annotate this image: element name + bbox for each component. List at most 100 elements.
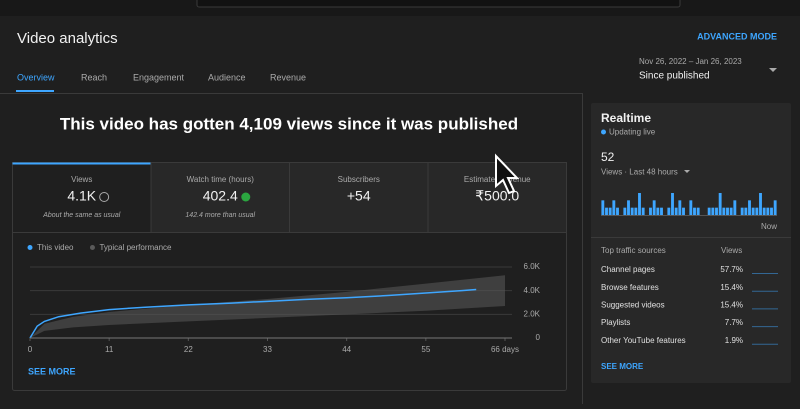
page-title: Video analytics xyxy=(17,30,118,47)
traffic-share: 7.7% xyxy=(725,318,743,327)
traffic-share: 15.4% xyxy=(720,283,743,292)
metric-tab[interactable] xyxy=(289,162,429,233)
legend-swatch xyxy=(27,245,33,250)
y-tick-label: 4.0K xyxy=(524,286,541,295)
y-tick-label: 0 xyxy=(536,333,541,342)
realtime-bar xyxy=(656,207,660,215)
x-tick-label: 44 xyxy=(342,345,351,354)
dropdown-arrow[interactable] xyxy=(769,68,777,72)
metric-label: Watch time (hours) xyxy=(187,175,255,184)
realtime-bar xyxy=(766,207,770,215)
metric-value: 4.1K xyxy=(67,188,96,204)
see-more-link[interactable]: SEE MORE xyxy=(601,362,644,371)
realtime-bar xyxy=(751,207,755,215)
metric-status-icon xyxy=(241,192,251,202)
realtime-bar xyxy=(744,207,748,215)
realtime-bar xyxy=(616,207,619,215)
see-more-link[interactable]: SEE MORE xyxy=(28,366,76,376)
realtime-bar xyxy=(649,207,652,215)
x-tick-label: 55 xyxy=(421,345,430,354)
tab[interactable]: Reach xyxy=(81,72,107,82)
realtime-bar xyxy=(740,207,744,215)
tab[interactable]: Engagement xyxy=(133,72,185,82)
realtime-bar xyxy=(612,200,616,215)
x-tick-label: 33 xyxy=(263,345,272,354)
traffic-views-header: Views xyxy=(721,246,742,255)
x-tick-label: 11 xyxy=(105,345,114,354)
realtime-bar xyxy=(678,200,682,215)
metric-value: +54 xyxy=(347,188,371,204)
traffic-source: Browse features xyxy=(601,283,659,292)
realtime-bar xyxy=(707,207,711,215)
metric-note: About the same as usual xyxy=(42,212,120,219)
x-tick-label: 66 days xyxy=(491,345,519,354)
realtime-title: Realtime xyxy=(601,111,651,125)
advanced-mode-link[interactable]: ADVANCED MODE xyxy=(697,31,777,41)
traffic-source: Channel pages xyxy=(601,265,655,274)
realtime-bar xyxy=(755,207,759,215)
active-tab-indicator xyxy=(16,90,54,92)
legend-label: Typical performance xyxy=(99,243,172,252)
realtime-bar xyxy=(722,207,726,215)
views-line xyxy=(29,288,477,339)
realtime-bar xyxy=(759,193,762,215)
y-tick-label: 2.0K xyxy=(524,309,541,318)
typical-range-area xyxy=(30,275,505,338)
mouse-cursor xyxy=(495,153,520,195)
dropdown-arrow[interactable] xyxy=(684,170,690,173)
realtime-views: 52 xyxy=(601,150,615,164)
realtime-bar xyxy=(671,193,674,215)
tab[interactable]: Audience xyxy=(208,72,246,82)
realtime-bar xyxy=(773,200,777,215)
realtime-bar xyxy=(726,207,729,215)
metric-value: 402.4 xyxy=(203,188,238,204)
headline: This video has gotten 4,109 views since … xyxy=(60,114,518,133)
realtime-bar xyxy=(605,207,608,215)
realtime-status: Updating live xyxy=(609,128,656,137)
date-range: Nov 26, 2022 – Jan 26, 2023 xyxy=(639,57,742,66)
realtime-bar xyxy=(641,207,645,215)
traffic-source: Suggested videos xyxy=(601,301,665,310)
realtime-bar xyxy=(729,207,733,215)
metric-note: 142.4 more than usual xyxy=(185,212,255,219)
metric-label: Subscribers xyxy=(338,175,380,184)
live-dot xyxy=(601,129,606,135)
realtime-bar xyxy=(674,207,678,215)
realtime-bar xyxy=(696,207,700,215)
traffic-source: Other YouTube features xyxy=(601,336,686,345)
period-select[interactable]: Since published xyxy=(639,71,710,82)
tab[interactable]: Overview xyxy=(17,72,55,82)
x-tick-label: 0 xyxy=(28,345,33,354)
metric-status-icon xyxy=(99,192,110,202)
legend-swatch xyxy=(89,245,95,250)
traffic-share: 15.4% xyxy=(720,301,743,310)
realtime-bar xyxy=(652,200,656,215)
metric-label: Views xyxy=(71,175,92,184)
traffic-title: Top traffic sources xyxy=(601,246,666,255)
metric-tab-indicator xyxy=(12,162,151,165)
y-tick-label: 6.0K xyxy=(524,262,541,271)
realtime-bar xyxy=(623,207,627,215)
tab[interactable]: Revenue xyxy=(270,72,306,82)
realtime-bar xyxy=(718,193,722,215)
realtime-card xyxy=(591,103,791,383)
metric-tab[interactable] xyxy=(12,162,152,233)
realtime-bar xyxy=(693,207,696,215)
search-box[interactable] xyxy=(196,0,681,8)
metric-tab[interactable] xyxy=(150,162,290,233)
x-tick-label: 22 xyxy=(184,345,193,354)
realtime-bar xyxy=(667,207,671,215)
realtime-bar xyxy=(601,200,605,215)
realtime-bar xyxy=(762,207,766,215)
realtime-bar xyxy=(715,207,718,215)
realtime-bar xyxy=(608,207,612,215)
traffic-share: 1.9% xyxy=(725,336,743,345)
realtime-bar xyxy=(770,207,773,215)
realtime-bar xyxy=(689,200,693,215)
realtime-bar xyxy=(638,193,641,215)
realtime-views-label[interactable]: Views · Last 48 hours xyxy=(601,168,678,177)
realtime-bar xyxy=(627,200,630,215)
now-label: Now xyxy=(761,222,777,231)
